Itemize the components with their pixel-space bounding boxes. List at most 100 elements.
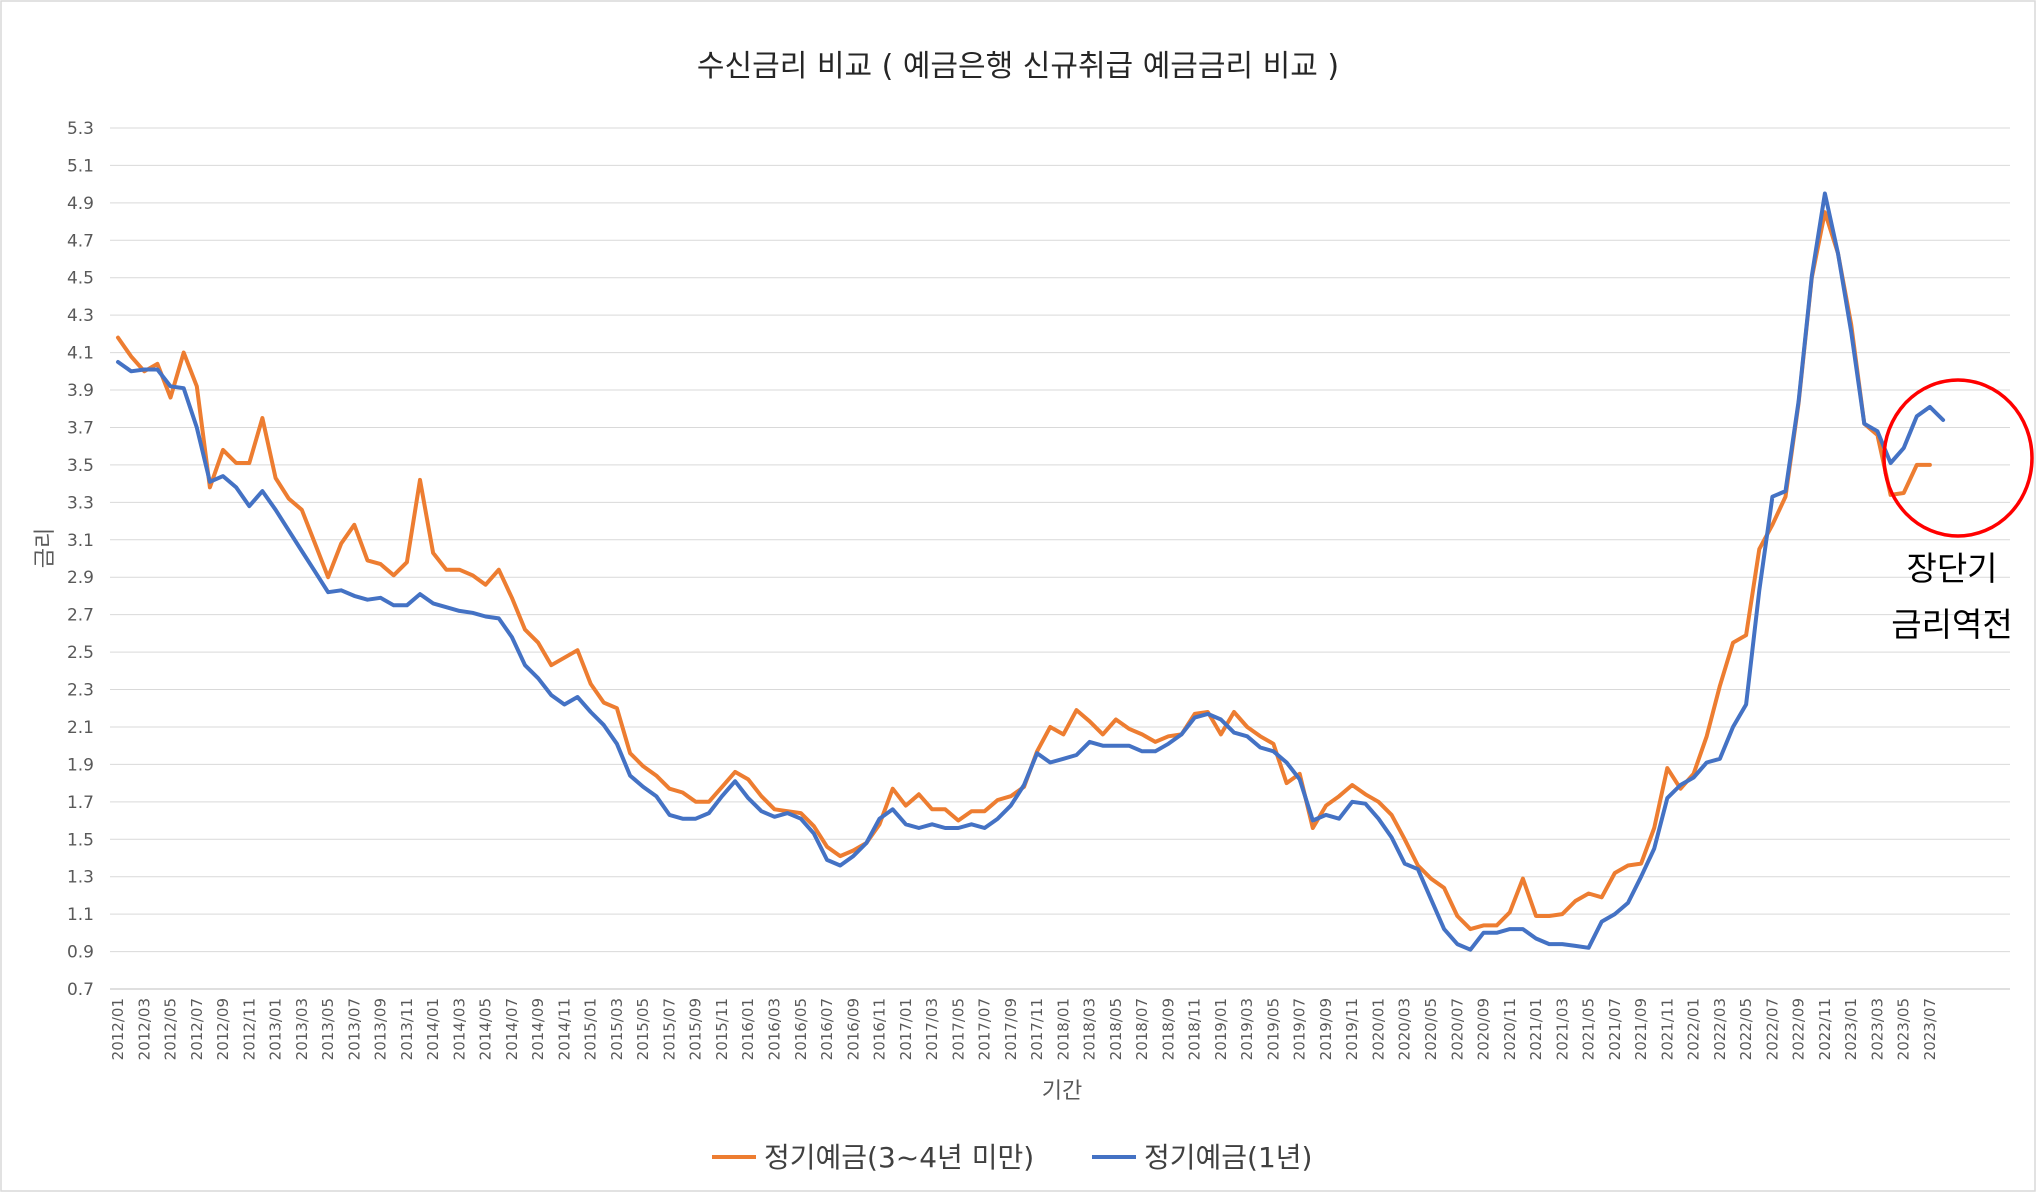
y-tick-label: 1.5 [67,830,94,850]
x-tick-label: 2018/07 [1133,998,1151,1060]
x-tick-label: 2023/01 [1842,998,1860,1060]
x-tick-label: 2019/05 [1264,998,1282,1060]
x-tick-label: 2020/11 [1501,998,1519,1060]
y-tick-label: 5.1 [67,156,94,176]
y-tick-label: 3.3 [67,493,94,513]
x-tick-label: 2012/11 [240,998,258,1060]
x-tick-label: 2017/11 [1028,998,1046,1060]
x-tick-label: 2014/11 [555,998,573,1060]
y-axis-ticks: 0.7 0.9 1.1 1.3 1.5 1.7 1.9 2.1 2.3 2.5 2.7 2.9 3.1 3… [67,119,94,1000]
x-tick-label: 2016/09 [844,998,862,1060]
annotation-line-1: 장단기 [1906,549,1997,588]
x-tick-label: 2012/01 [109,998,127,1060]
y-tick-label: 2.7 [67,606,94,626]
y-tick-label: 1.7 [67,793,94,813]
x-tick-label: 2021/09 [1632,998,1650,1060]
x-tick-label: 2015/11 [713,998,731,1060]
x-tick-label: 2019/09 [1317,998,1335,1060]
x-tick-label: 2013/11 [398,998,416,1060]
gridlines [110,127,2010,990]
chart-title: 수신금리 비교 ( 예금은행 신규취급 예금금리 비교 ) [697,49,1339,84]
y-tick-label: 0.9 [67,943,94,963]
y-axis-label: 금리 [33,528,58,568]
x-tick-label: 2022/03 [1711,998,1729,1060]
x-tick-label: 2023/05 [1895,998,1913,1060]
x-tick-label: 2017/05 [949,998,967,1060]
y-tick-label: 4.3 [67,306,94,326]
x-tick-label: 2013/05 [319,998,337,1060]
y-tick-label: 2.1 [67,718,94,738]
x-tick-label: 2022/09 [1790,998,1808,1060]
x-tick-label: 2012/09 [214,998,232,1060]
x-tick-label: 2018/03 [1081,998,1099,1060]
x-tick-label: 2017/09 [1002,998,1020,1060]
y-tick-label: 4.1 [67,344,94,364]
x-tick-label: 2021/05 [1580,998,1598,1060]
x-tick-label: 2014/07 [503,998,521,1060]
y-tick-label: 4.9 [67,194,94,214]
x-tick-label: 2016/01 [739,998,757,1060]
x-tick-label: 2020/01 [1369,998,1387,1060]
series-line-one-year [116,191,1946,952]
x-tick-label: 2019/03 [1238,998,1256,1060]
x-tick-label: 2019/11 [1343,998,1361,1060]
x-tick-label: 2022/05 [1737,998,1755,1060]
x-tick-label: 2013/01 [267,998,285,1060]
y-tick-label: 2.9 [67,568,94,588]
x-tick-label: 2013/07 [345,998,363,1060]
x-tick-label: 2022/07 [1763,998,1781,1060]
legend-label-long-term: 정기예금(3~4년 미만) [764,1141,1034,1174]
inversion-circle [1882,378,2034,538]
x-tick-label: 2014/09 [529,998,547,1060]
x-tick-label: 2020/03 [1396,998,1414,1060]
legend: 정기예금(3~4년 미만) 정기예금(1년) [712,1141,1312,1174]
legend-label-one-year: 정기예금(1년) [1144,1141,1312,1174]
x-tick-label: 2016/03 [766,998,784,1060]
y-tick-label: 1.9 [67,755,94,775]
inversion-annotation: 장단기 금리역전 [1882,378,2034,644]
x-tick-label: 2020/09 [1475,998,1493,1060]
y-tick-label: 3.7 [67,418,94,438]
x-tick-label: 2013/03 [293,998,311,1060]
y-tick-label: 2.3 [67,681,94,701]
x-tick-label: 2017/01 [897,998,915,1060]
y-tick-label: 3.5 [67,456,94,476]
x-tick-label: 2014/03 [450,998,468,1060]
x-tick-label: 2020/07 [1448,998,1466,1060]
y-tick-label: 4.5 [67,269,94,289]
x-tick-label: 2016/11 [871,998,889,1060]
y-tick-label: 3.1 [67,531,94,551]
x-tick-label: 2022/01 [1685,998,1703,1060]
x-tick-label: 2022/11 [1816,998,1834,1060]
x-tick-label: 2021/01 [1527,998,1545,1060]
y-tick-label: 4.7 [67,231,94,251]
annotation-line-2: 금리역전 [1891,605,2012,644]
x-tick-label: 2023/03 [1868,998,1886,1060]
x-tick-label: 2014/05 [477,998,495,1060]
x-tick-label: 2021/11 [1658,998,1676,1060]
x-axis-ticks: 2012/01 2012/03 2012/05 2012/07 2012/09 2012/… [109,998,1939,1060]
x-tick-label: 2015/09 [687,998,705,1060]
x-tick-label: 2015/01 [582,998,600,1060]
y-tick-label: 1.3 [67,868,94,888]
y-tick-label: 0.7 [67,980,94,1000]
x-tick-label: 2018/01 [1054,998,1072,1060]
x-tick-label: 2018/09 [1159,998,1177,1060]
y-tick-label: 3.9 [67,381,94,401]
x-tick-label: 2018/05 [1107,998,1125,1060]
x-tick-label: 2018/11 [1186,998,1204,1060]
x-tick-label: 2017/03 [923,998,941,1060]
x-tick-label: 2012/07 [188,998,206,1060]
x-tick-label: 2021/07 [1606,998,1624,1060]
x-tick-label: 2019/01 [1212,998,1230,1060]
x-axis-label: 기간 [1042,1079,1082,1104]
x-tick-label: 2015/05 [634,998,652,1060]
y-tick-label: 5.3 [67,119,94,139]
y-tick-label: 2.5 [67,643,94,663]
x-tick-label: 2019/07 [1291,998,1309,1060]
x-tick-label: 2012/03 [135,998,153,1060]
y-tick-label: 1.1 [67,905,94,925]
